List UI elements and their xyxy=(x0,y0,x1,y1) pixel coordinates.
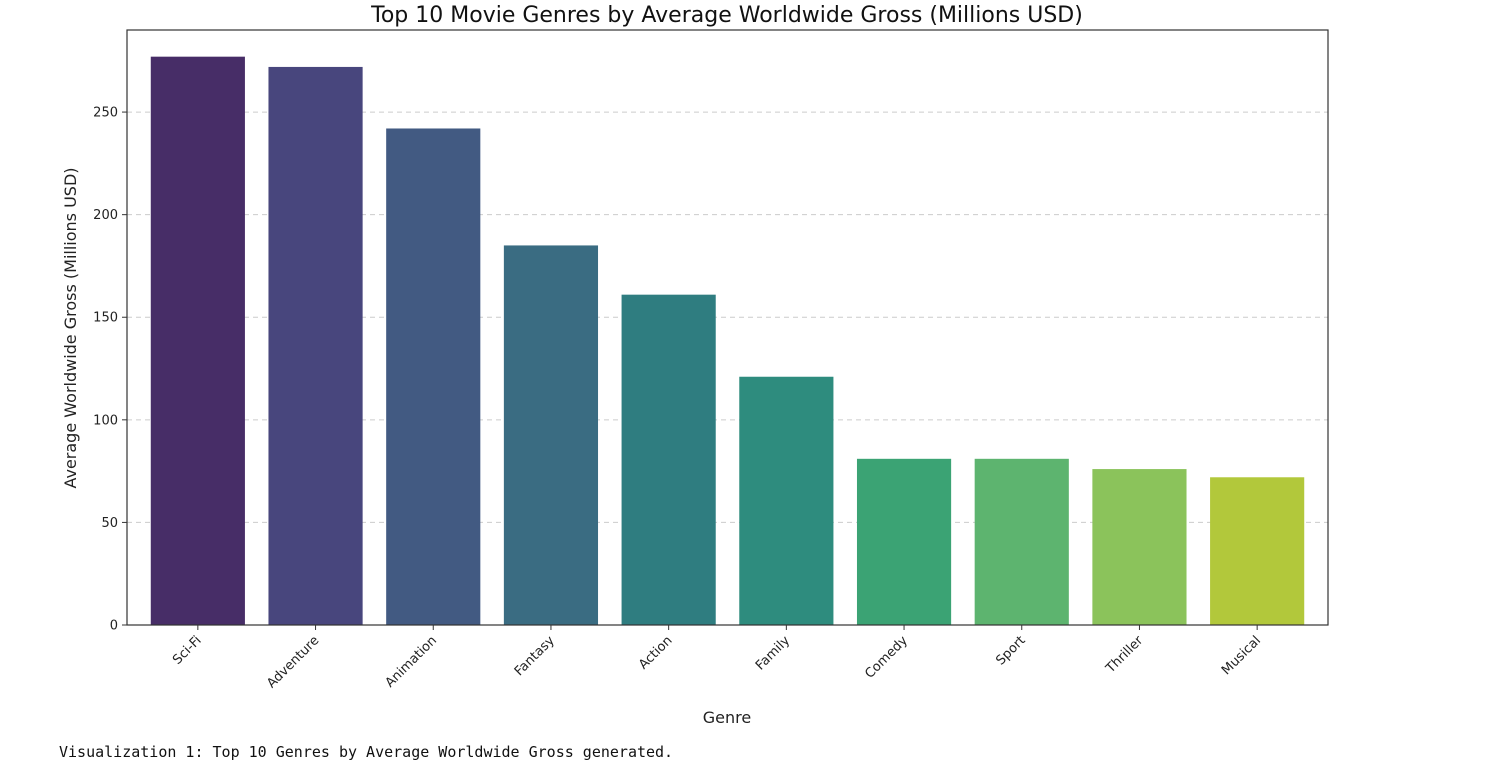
bar-sci-fi xyxy=(150,56,245,625)
bar-fantasy xyxy=(503,245,599,625)
x-tick-label: Thriller xyxy=(1103,633,1147,677)
x-tick-label: Sci-Fi xyxy=(170,633,205,668)
bar-chart: Top 10 Movie Genres by Average Worldwide… xyxy=(61,3,1329,727)
x-axis-label: Genre xyxy=(703,708,751,727)
bars xyxy=(150,56,1305,626)
x-tick-label: Sport xyxy=(993,633,1028,668)
bar-sport xyxy=(974,458,1069,625)
cell-output-text: Visualization 1: Top 10 Genres by Averag… xyxy=(59,743,674,761)
x-tick-label: Fantasy xyxy=(512,633,558,679)
y-tick-label: 250 xyxy=(93,106,118,121)
bar-adventure xyxy=(268,66,363,626)
y-tick-label: 200 xyxy=(93,208,118,223)
bar-family xyxy=(739,376,834,625)
x-tick-label: Animation xyxy=(383,633,440,690)
x-tick-label: Action xyxy=(636,633,675,672)
bar-action xyxy=(621,294,716,625)
x-tick-label: Musical xyxy=(1219,633,1264,678)
bar-thriller xyxy=(1092,469,1187,625)
y-axis-ticks: 0 50 100 150 200 250 xyxy=(93,106,127,634)
y-tick-label: 50 xyxy=(101,516,118,531)
chart-title: Top 10 Movie Genres by Average Worldwide… xyxy=(370,3,1083,28)
x-tick-label: Comedy xyxy=(862,633,911,682)
x-axis-ticks: Sci-Fi Adventure Animation Fantasy Action Fam… xyxy=(170,625,1264,691)
plot-frame xyxy=(126,29,1329,626)
bar-animation xyxy=(386,128,481,625)
y-axis-label: Average Worldwide Gross (Millions USD) xyxy=(61,167,80,488)
bar-comedy xyxy=(856,458,952,625)
y-tick-label: 150 xyxy=(93,311,118,326)
x-tick-label: Family xyxy=(753,633,793,673)
y-tick-label: 0 xyxy=(110,619,118,634)
bar-musical xyxy=(1210,477,1305,625)
x-tick-label: Adventure xyxy=(264,633,322,691)
y-tick-label: 100 xyxy=(93,413,118,428)
